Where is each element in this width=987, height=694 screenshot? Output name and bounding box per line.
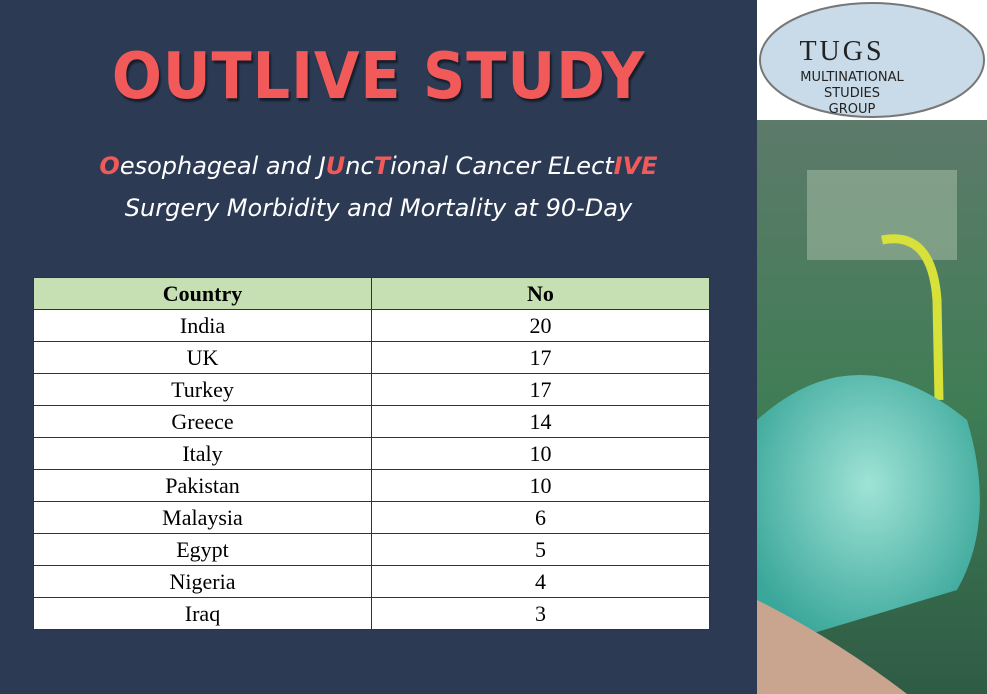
left-panel: OUTLIVE STUDY Oesophageal and JUncTional… — [0, 0, 757, 694]
table-row: Pakistan 10 — [33, 469, 710, 502]
table-cell: 14 — [371, 405, 710, 438]
logo-text: STUDIES — [824, 86, 880, 101]
column-header: Country — [33, 277, 372, 310]
subtitle-highlight: IVE — [613, 152, 658, 180]
header-row: Country No — [33, 277, 710, 310]
table-cell: Egypt — [33, 533, 372, 566]
subtitle-highlight: T — [373, 152, 391, 180]
table-cell: Turkey — [33, 373, 372, 406]
table-cell: 10 — [371, 469, 710, 502]
table-row: Malaysia 6 — [33, 501, 710, 534]
country-table: Country No India 20 UK 17 Turkey 17 Greece 14 Ita… — [33, 277, 710, 630]
logo-text: MULTINATIONAL — [800, 70, 904, 85]
table-cell: Malaysia — [33, 501, 372, 534]
logo-text: GROUP — [829, 102, 876, 117]
table-body: India 20 UK 17 Turkey 17 Greece 14 Italy 10 Pakist… — [33, 309, 710, 630]
table-cell: 4 — [371, 565, 710, 598]
table-cell: 17 — [371, 341, 710, 374]
table-row: India 20 — [33, 309, 710, 342]
table-cell: Greece — [33, 405, 372, 438]
logo-acronym: TUGS — [799, 36, 884, 67]
logo-globe — [759, 2, 985, 118]
photo-cap — [757, 375, 980, 650]
title: OUTLIVE STUDY — [111, 40, 646, 114]
column-header: No — [371, 277, 710, 310]
table-cell: Italy — [33, 437, 372, 470]
table-cell: Nigeria — [33, 565, 372, 598]
table-cell: 6 — [371, 501, 710, 534]
table-cell: India — [33, 309, 372, 342]
table-row: Nigeria 4 — [33, 565, 710, 598]
subtitle: Oesophageal and JUncTional Cancer ELectI… — [0, 152, 757, 180]
table-cell: UK — [33, 341, 372, 374]
table-row: Turkey 17 — [33, 373, 710, 406]
subtitle-highlight: U — [325, 152, 346, 180]
subtitle-text: nc — [345, 152, 374, 180]
subtitle: Surgery Morbidity and Mortality at 90-Da… — [124, 194, 633, 222]
table-cell: 17 — [371, 373, 710, 406]
table-row: Greece 14 — [33, 405, 710, 438]
photo-tube — [881, 234, 944, 401]
side-image: TUGS MULTINATIONAL STUDIES GROUP — [757, 0, 987, 694]
table-cell: 3 — [371, 597, 710, 630]
table-cell: 20 — [371, 309, 710, 342]
table-row: Italy 10 — [33, 437, 710, 470]
table-row: Iraq 3 — [33, 597, 710, 630]
table-cell: 5 — [371, 533, 710, 566]
table-cell: 10 — [371, 437, 710, 470]
subtitle-highlight: O — [99, 152, 120, 180]
table-row: UK 17 — [33, 341, 710, 374]
table-cell: Iraq — [33, 597, 372, 630]
photo-light — [807, 170, 957, 260]
table-row: Egypt 5 — [33, 533, 710, 566]
table-cell: Pakistan — [33, 469, 372, 502]
photo-face — [757, 600, 907, 694]
subtitle-text: esophageal and J — [119, 152, 326, 180]
subtitle-text: ional Cancer ELect — [390, 152, 614, 180]
